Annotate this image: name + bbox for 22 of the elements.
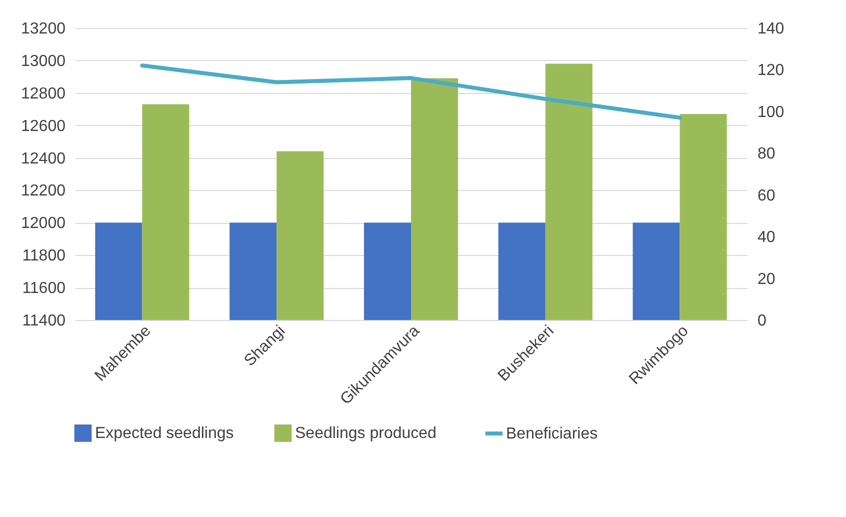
y2-tick-label: 80 <box>758 146 776 163</box>
y2-tick-label: 0 <box>758 312 766 330</box>
y-tick-label: 12600 <box>21 118 66 135</box>
y-tick-label: 13000 <box>21 52 66 70</box>
line-series <box>140 64 682 120</box>
y2-tick-label: 20 <box>758 270 776 288</box>
y2-tick-label: 40 <box>758 229 776 246</box>
y-tick-label: 12000 <box>21 215 66 232</box>
y2-tick-label: 100 <box>758 104 784 121</box>
legend-label: Beneficiaries <box>506 426 598 442</box>
y-tick-label: 12200 <box>21 182 66 200</box>
y2-tick-label: 120 <box>758 62 784 80</box>
y2-tick-label: 140 <box>758 20 784 38</box>
y-tick-label: 12800 <box>21 85 66 102</box>
y2-tick-label: 60 <box>758 187 776 204</box>
y-tick-label: 12400 <box>21 150 66 168</box>
y-tick-label: 11400 <box>22 312 66 330</box>
y-tick-label: 11800 <box>22 248 66 265</box>
legend-label: Expected seedlings <box>95 425 234 442</box>
y-tick-label: 13200 <box>21 20 66 38</box>
legend-label: Seedlings produced <box>295 425 436 442</box>
y-tick-label: 11600 <box>22 280 66 298</box>
